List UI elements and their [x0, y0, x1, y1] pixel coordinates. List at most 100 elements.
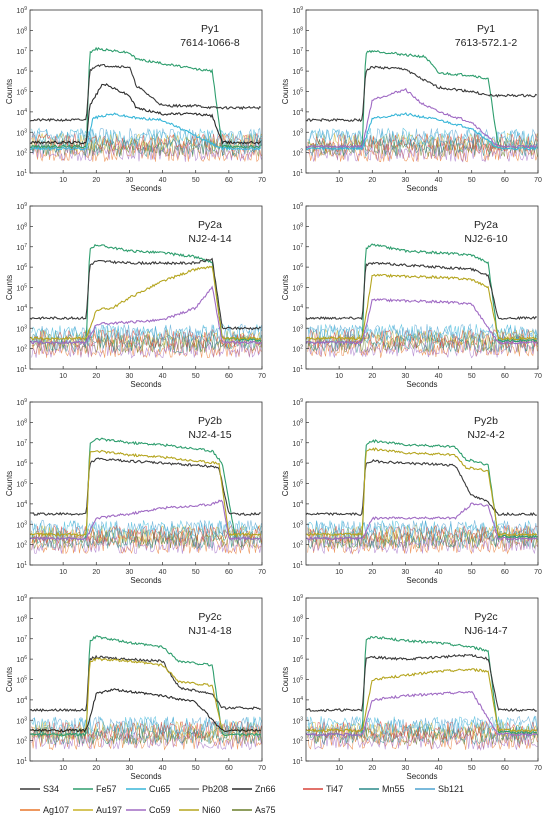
- chart-panel-4: 101 102 103 104 105 106 107 108 109 10 20 30 40 50 60 7…: [281, 202, 542, 389]
- y-tick-label: 105: [16, 480, 27, 489]
- y-tick-label: 108: [16, 26, 27, 35]
- y-axis-label: Counts: [281, 275, 290, 300]
- series-line-fe57: [305, 635, 537, 737]
- noise-trace: [31, 519, 262, 539]
- series-line-s34: [305, 261, 537, 321]
- x-tick-label: 70: [534, 373, 542, 380]
- legend-item-as75: As75: [232, 805, 276, 815]
- x-tick-label: 40: [159, 765, 167, 772]
- x-tick-label: 50: [468, 373, 476, 380]
- y-tick-label: 108: [292, 222, 303, 231]
- y-tick-label: 109: [292, 398, 303, 407]
- series-line-ni60: [305, 273, 538, 341]
- chart-panel-7: 101 102 103 104 105 106 107 108 109 10 20 30 40 50 60 7…: [5, 594, 266, 781]
- y-tick-label: 108: [292, 614, 303, 623]
- y-tick-label: 105: [292, 284, 303, 293]
- legend-label: Cu65: [149, 784, 171, 794]
- y-tick-label: 105: [16, 284, 27, 293]
- y-tick-label: 105: [292, 480, 303, 489]
- y-tick-label: 107: [16, 243, 27, 252]
- legend-label: Fe57: [96, 784, 117, 794]
- y-tick-label: 106: [292, 263, 303, 272]
- x-tick-label: 50: [192, 373, 200, 380]
- legend-item-ni60: Ni60: [179, 805, 221, 815]
- y-tick-label: 105: [292, 88, 303, 97]
- noise-trace: [307, 333, 538, 354]
- x-tick-label: 70: [534, 177, 542, 184]
- noise-trace: [31, 138, 262, 158]
- noise-trace: [307, 519, 538, 540]
- legend-item-ag107: Ag107: [20, 805, 69, 815]
- y-tick-label: 103: [292, 128, 303, 137]
- panel-sample-label: NJ2-6-10: [464, 233, 507, 245]
- y-tick-label: 107: [292, 47, 303, 56]
- y-tick-label: 105: [16, 88, 27, 97]
- x-tick-label: 70: [534, 765, 542, 772]
- y-axis-label: Counts: [281, 667, 290, 692]
- legend-label: S34: [43, 784, 59, 794]
- noise-trace: [307, 127, 538, 148]
- x-tick-label: 60: [225, 569, 233, 576]
- legend-item-s34: S34: [20, 784, 59, 794]
- x-tick-label: 10: [59, 373, 67, 380]
- y-tick-label: 107: [16, 635, 27, 644]
- panel-sample-label: NJ1-4-18: [188, 625, 231, 637]
- x-tick-label: 60: [501, 569, 509, 576]
- legend-label: Mn55: [382, 784, 405, 794]
- y-tick-label: 101: [16, 757, 27, 766]
- y-tick-label: 101: [16, 365, 27, 374]
- series-line-co59: [29, 499, 262, 541]
- noise-trace: [31, 726, 262, 745]
- chart-panel-3: 101 102 103 104 105 106 107 108 109 10 20 30 40 50 60 7…: [5, 202, 266, 389]
- chart-panel-5: 101 102 103 104 105 106 107 108 109 10 20 30 40 50 60 7…: [5, 398, 266, 585]
- x-tick-label: 40: [435, 765, 443, 772]
- legend-item-fe57: Fe57: [73, 784, 117, 794]
- series-line-ni60: [29, 265, 262, 341]
- series-line-s34: [305, 65, 538, 123]
- x-tick-label: 40: [435, 177, 443, 184]
- legend-item-co59: Co59: [126, 805, 171, 815]
- x-tick-label: 70: [534, 569, 542, 576]
- panel-sample-title: Py2c: [198, 611, 221, 623]
- y-tick-label: 105: [292, 676, 303, 685]
- y-tick-label: 103: [292, 716, 303, 725]
- y-tick-label: 101: [292, 169, 303, 178]
- y-axis-label: Counts: [5, 275, 14, 300]
- y-tick-label: 109: [16, 594, 27, 603]
- y-tick-label: 103: [16, 716, 27, 725]
- y-tick-label: 104: [16, 304, 27, 313]
- panel-sample-title: Py2a: [474, 219, 498, 231]
- series-line-ni60: [29, 449, 262, 537]
- noise-trace: [31, 338, 262, 359]
- y-axis-label: Counts: [5, 667, 14, 692]
- x-tick-label: 10: [335, 177, 343, 184]
- y-tick-label: 108: [292, 26, 303, 35]
- panel-sample-label: NJ2-4-15: [188, 429, 231, 441]
- y-tick-label: 103: [292, 520, 303, 529]
- chart-panel-6: 101 102 103 104 105 106 107 108 109 10 20 30 40 50 60 7…: [281, 398, 542, 585]
- y-tick-label: 104: [16, 500, 27, 509]
- noise-trace: [31, 720, 262, 741]
- x-tick-label: 40: [435, 569, 443, 576]
- y-tick-label: 102: [292, 149, 303, 158]
- series-line-s34: [305, 653, 538, 712]
- y-tick-label: 101: [292, 561, 303, 570]
- series-line-zn66: [29, 83, 262, 145]
- x-tick-label: 60: [225, 765, 233, 772]
- panel-sample-label: 7614-1066-8: [180, 37, 240, 49]
- noise-trace: [31, 132, 262, 153]
- x-tick-label: 30: [126, 373, 134, 380]
- panel-sample-title: Py2b: [474, 415, 498, 427]
- y-tick-label: 108: [16, 222, 27, 231]
- legend-label: Sb121: [438, 784, 464, 794]
- x-tick-label: 30: [126, 569, 134, 576]
- legend: S34 Fe57 Cu65 Pb208 Zn66 Ag107 Au197 Co59 Ni60 As…: [20, 784, 464, 815]
- y-tick-label: 101: [16, 561, 27, 570]
- y-tick-label: 101: [292, 365, 303, 374]
- y-tick-label: 108: [16, 418, 27, 427]
- y-tick-label: 103: [16, 128, 27, 137]
- noise-trace: [31, 720, 262, 741]
- y-tick-label: 109: [292, 6, 303, 15]
- y-tick-label: 104: [292, 108, 303, 117]
